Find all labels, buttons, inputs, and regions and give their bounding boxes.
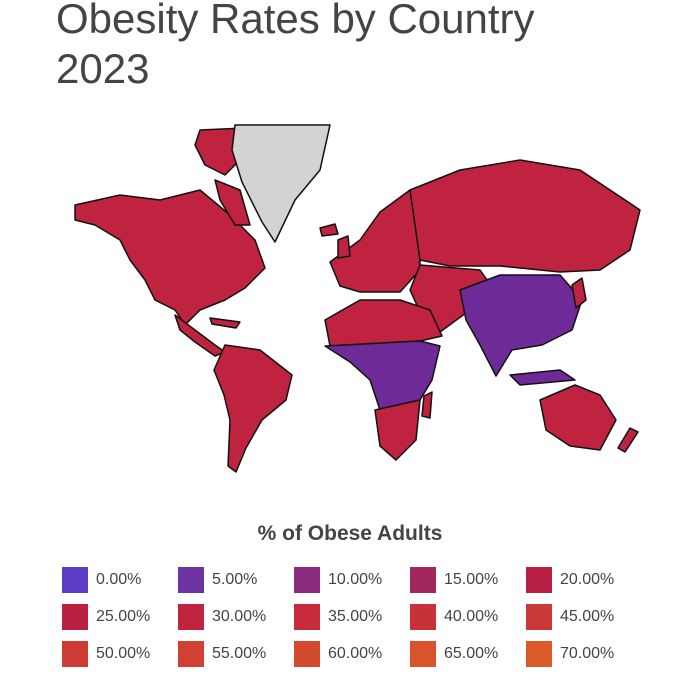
legend-swatch (526, 567, 552, 593)
legend-label: 40.00% (444, 608, 499, 625)
country-south-america (213, 344, 293, 473)
legend-label: 20.00% (560, 571, 615, 588)
legend-item: 20.00% (526, 566, 642, 594)
legend-swatch (62, 641, 88, 667)
legend-item: 0.00% (62, 566, 178, 594)
legend-item: 35.00% (294, 603, 410, 631)
legend-label: 15.00% (444, 571, 499, 588)
legend-swatch (410, 641, 436, 667)
legend-label: 65.00% (444, 645, 499, 662)
legend-swatch (294, 604, 320, 630)
legend-swatch (178, 567, 204, 593)
legend-label: 45.00% (560, 608, 615, 625)
legend-label: 30.00% (212, 608, 267, 625)
legend-label: 25.00% (96, 608, 151, 625)
legend-swatch (62, 604, 88, 630)
legend-item: 50.00% (62, 640, 178, 668)
country-south-east-asia (459, 274, 583, 377)
legend-swatch (62, 567, 88, 593)
legend-item: 45.00% (526, 603, 642, 631)
title-line-1: Obesity Rates by Country (56, 0, 535, 42)
legend-swatch (410, 567, 436, 593)
legend-label: 35.00% (328, 608, 383, 625)
legend-item: 65.00% (410, 640, 526, 668)
legend-swatch (410, 604, 436, 630)
country-russia (409, 159, 641, 273)
legend-item: 25.00% (62, 603, 178, 631)
country-iceland (319, 223, 339, 237)
country-japan (571, 277, 587, 309)
country-uk (337, 235, 351, 259)
legend-item: 15.00% (410, 566, 526, 594)
legend-item: 60.00% (294, 640, 410, 668)
legend-item: 30.00% (178, 603, 294, 631)
country-baffin-island (214, 179, 251, 226)
legend-label: 10.00% (328, 571, 383, 588)
legend-swatch (178, 641, 204, 667)
country-sub-saharan-africa (324, 340, 441, 411)
legend-swatch (294, 641, 320, 667)
country-madagascar (421, 391, 433, 419)
legend-label: 5.00% (212, 571, 258, 588)
country-southern-africa (374, 399, 421, 461)
legend-title: % of Obese Adults (257, 522, 443, 545)
legend-item: 55.00% (178, 640, 294, 668)
legend-label: 55.00% (212, 645, 267, 662)
country-australia (539, 384, 617, 451)
legend-item: 10.00% (294, 566, 410, 594)
legend-item: 5.00% (178, 566, 294, 594)
world-map (74, 124, 641, 473)
legend-swatch (294, 567, 320, 593)
title-line-2: 2023 (56, 45, 150, 92)
country-indonesia (509, 369, 576, 386)
legend-label: 70.00% (560, 645, 615, 662)
country-caribbean (209, 317, 241, 329)
legend-item: 40.00% (410, 603, 526, 631)
legend-swatch (526, 604, 552, 630)
country-north-america (74, 189, 266, 326)
legend-label: 60.00% (328, 645, 383, 662)
legend-label: 0.00% (96, 571, 142, 588)
legend-swatch (178, 604, 204, 630)
country-new-zealand (617, 427, 639, 453)
legend-label: 50.00% (96, 645, 151, 662)
chart-title: Obesity Rates by Country 2023 (56, 0, 535, 94)
country-greenland (231, 124, 331, 243)
country-central-america (174, 314, 226, 357)
legend-item: 70.00% (526, 640, 642, 668)
legend: 0.00% 5.00% 10.00% 15.00% 20.00% 25.00% 30.00%… (62, 566, 662, 668)
legend-swatch (526, 641, 552, 667)
